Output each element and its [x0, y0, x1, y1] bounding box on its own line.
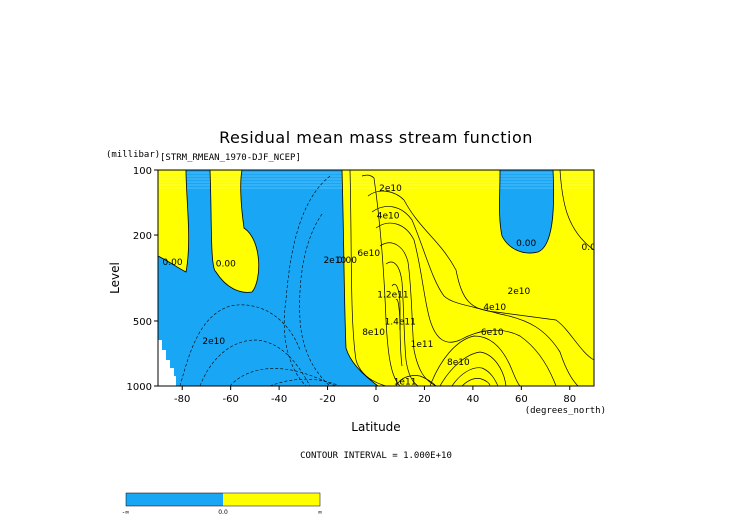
contour-label: 0.00: [337, 256, 357, 266]
contour-label: 2e10: [323, 256, 346, 266]
x-tick-label: -60: [222, 394, 238, 405]
negative-region: [158, 170, 378, 386]
contour-label: 4e10: [377, 212, 400, 222]
contour-label: 0.00: [163, 258, 183, 268]
contour-label: 0.00: [216, 260, 236, 270]
contour-label: 2e10: [379, 184, 402, 194]
colorbar: -∞ 0.0 ∞: [122, 492, 323, 516]
y-unit-label: (millibar): [106, 150, 160, 160]
x-axis-label: Latitude: [351, 420, 400, 434]
y-tick-label: 100: [133, 166, 152, 177]
contour-label: 1e11: [411, 340, 434, 350]
y-tick-label: 200: [133, 231, 152, 242]
missing-data-region: [158, 340, 176, 386]
positive-contours: [349, 170, 594, 386]
contour-label: 6e10: [357, 249, 380, 259]
contour-labels: 0.00 0.002e102e100.002e104e106e108e101.2e…: [163, 184, 602, 388]
y-tick-label: 500: [133, 317, 152, 328]
contour-label: 1.4e11: [385, 318, 416, 328]
chart-subtitle: [STRM_RMEAN_1970-DJF_NCEP]: [160, 153, 301, 163]
zero-contours: [158, 170, 555, 386]
contour-label: 6e10: [481, 328, 504, 338]
x-tick-label: 20: [418, 394, 431, 405]
plot-area: 0.00 0.002e102e100.002e104e106e108e101.2e…: [158, 170, 602, 388]
x-tick-label: -80: [174, 394, 190, 405]
y-axis-label: Level: [108, 262, 122, 294]
y-tick-label: 1000: [127, 382, 152, 393]
contour-label: 4e10: [483, 303, 506, 313]
negative-region-2: [499, 170, 554, 254]
y-axis: 100 200 500 1000: [127, 166, 158, 393]
contour-label: 8e10: [447, 358, 470, 368]
colorbar-label-zero: 0.0: [218, 509, 228, 516]
colorbar-positive: [223, 493, 320, 506]
x-tick-label: 40: [467, 394, 480, 405]
colorbar-negative: [126, 493, 223, 506]
contour-label: 2e10: [202, 337, 225, 347]
x-tick-label: 0: [373, 394, 379, 405]
colorbar-frame: [125, 492, 321, 507]
contour-label: 8e10: [362, 328, 385, 338]
grid-lines: [158, 172, 594, 189]
contour-label: 1.2e11: [377, 291, 408, 301]
x-tick-label: -40: [271, 394, 287, 405]
x-tick-label: 80: [563, 394, 576, 405]
negative-contours: [179, 175, 341, 386]
x-tick-label: 60: [515, 394, 528, 405]
contour-label: 1e11: [394, 378, 417, 388]
colorbar-label-max: ∞: [318, 509, 323, 516]
contour-label: 2e10: [508, 287, 531, 297]
contour-interval-text: CONTOUR INTERVAL = 1.000E+10: [300, 451, 452, 461]
contour-label: 0.00: [516, 239, 536, 249]
x-axis: -80 -60 -40 -20 0 20 40 60 80: [174, 386, 576, 405]
contour-label: 0.00: [582, 243, 602, 253]
x-unit-label: (degrees_north): [525, 406, 606, 416]
colorbar-label-min: -∞: [122, 509, 129, 516]
chart-title: Residual mean mass stream function: [219, 128, 533, 147]
x-tick-label: -20: [319, 394, 335, 405]
